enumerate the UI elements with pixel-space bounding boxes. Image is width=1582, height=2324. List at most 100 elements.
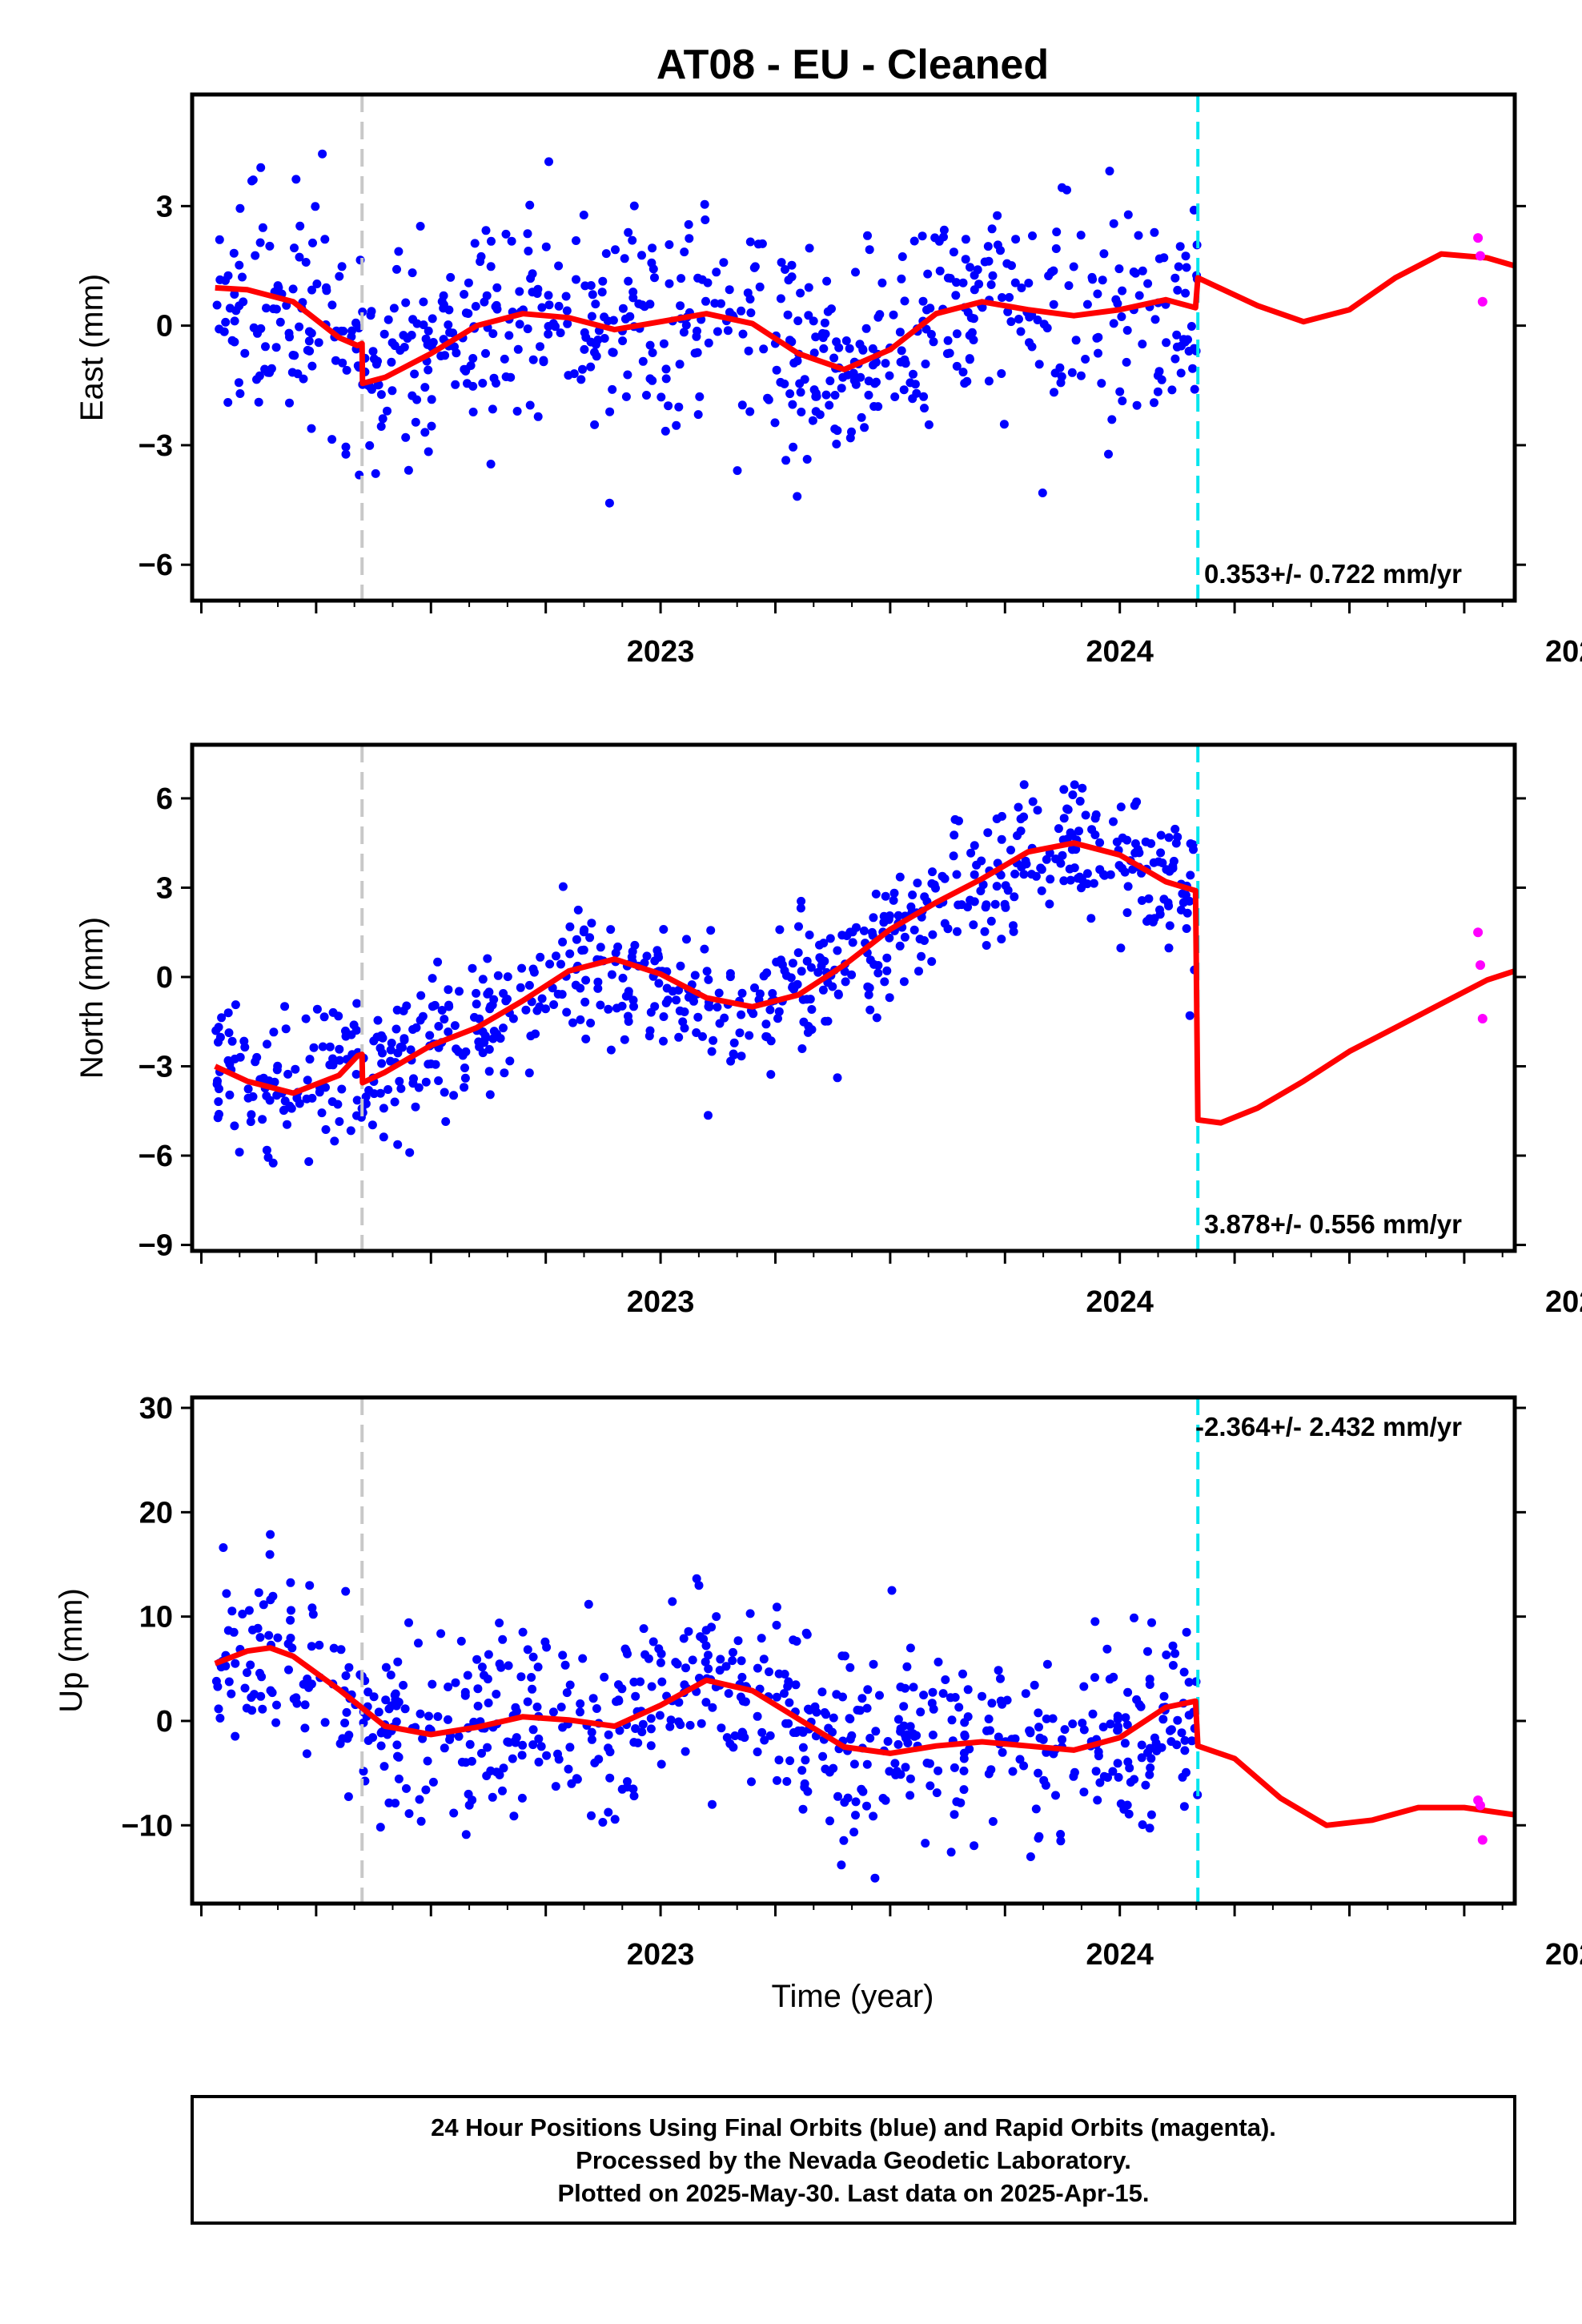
- final-orbit-point: [917, 951, 926, 961]
- final-orbit-point: [1036, 863, 1046, 873]
- final-orbit-point: [1103, 1773, 1112, 1782]
- final-orbit-point: [1138, 340, 1147, 349]
- final-orbit-point: [464, 278, 473, 287]
- final-orbit-point: [1184, 1711, 1194, 1720]
- final-orbit-point: [775, 925, 785, 935]
- final-orbit-point: [1028, 797, 1038, 806]
- final-orbit-point: [304, 327, 314, 336]
- final-orbit-point: [984, 256, 994, 266]
- final-orbit-point: [677, 274, 686, 283]
- final-orbit-point: [1159, 1691, 1169, 1701]
- final-orbit-point: [445, 328, 455, 337]
- final-orbit-point: [1148, 917, 1158, 927]
- final-orbit-point: [821, 1764, 830, 1774]
- final-orbit-point: [337, 1084, 347, 1094]
- final-orbit-point: [305, 1581, 315, 1590]
- final-orbit-point: [284, 328, 294, 338]
- final-orbit-point: [528, 355, 538, 364]
- final-orbit-point: [1086, 914, 1096, 923]
- final-orbit-point: [472, 988, 481, 998]
- final-orbit-point: [604, 1807, 613, 1817]
- final-orbit-point: [1098, 1723, 1108, 1731]
- final-orbit-point: [1069, 262, 1078, 271]
- final-orbit-point: [230, 290, 239, 299]
- final-orbit-point: [279, 1106, 288, 1116]
- final-orbit-point: [598, 276, 608, 286]
- final-orbit-point: [1154, 857, 1163, 866]
- final-orbit-point: [523, 229, 532, 239]
- final-orbit-point: [997, 369, 1006, 378]
- final-orbit-point: [1181, 288, 1191, 298]
- final-orbit-point: [623, 1777, 632, 1787]
- final-orbit-point: [624, 989, 633, 999]
- final-orbit-point: [240, 1683, 250, 1693]
- final-orbit-point: [411, 1102, 420, 1112]
- final-orbit-point: [455, 987, 464, 996]
- final-orbit-point: [484, 1650, 493, 1659]
- final-orbit-point: [680, 1023, 689, 1033]
- final-orbit-point: [966, 895, 975, 905]
- final-orbit-point: [517, 1793, 527, 1803]
- final-orbit-point: [454, 1731, 464, 1741]
- final-orbit-point: [693, 273, 703, 283]
- final-orbit-point: [889, 310, 898, 320]
- final-orbit-point: [230, 337, 239, 347]
- final-orbit-point: [774, 1007, 784, 1016]
- final-orbit-point: [427, 421, 436, 431]
- final-orbit-point: [620, 1644, 630, 1654]
- y-tick-label: −3: [139, 1051, 173, 1084]
- final-orbit-point: [533, 1663, 543, 1672]
- final-orbit-point: [280, 1002, 290, 1011]
- final-orbit-point: [878, 1794, 888, 1803]
- final-orbit-point: [709, 1035, 718, 1045]
- final-orbit-point: [399, 1680, 408, 1690]
- final-orbit-point: [809, 348, 819, 358]
- final-orbit-point: [1016, 826, 1026, 836]
- final-orbit-point: [909, 925, 919, 935]
- final-orbit-point: [735, 1028, 745, 1038]
- y-tick-label: 0: [156, 310, 173, 344]
- final-orbit-point: [516, 1672, 526, 1682]
- final-orbit-point: [782, 1777, 792, 1786]
- final-orbit-point: [807, 1005, 817, 1014]
- final-orbit-point: [229, 248, 239, 258]
- final-orbit-point: [1019, 780, 1029, 790]
- final-orbit-point: [390, 1097, 400, 1107]
- final-orbit-point: [504, 331, 514, 340]
- final-orbit-point: [1082, 300, 1092, 309]
- final-orbit-point: [986, 1726, 994, 1735]
- final-orbit-point: [928, 1731, 938, 1739]
- final-orbit-point: [864, 990, 873, 999]
- final-orbit-point: [656, 1658, 665, 1667]
- final-orbit-point: [870, 1873, 880, 1883]
- final-orbit-point: [921, 1839, 930, 1848]
- final-orbit-point: [480, 1671, 488, 1680]
- final-orbit-point: [1056, 1836, 1066, 1846]
- final-orbit-point: [303, 1076, 312, 1085]
- final-orbit-point: [1002, 1695, 1012, 1705]
- final-orbit-point: [1079, 1682, 1089, 1691]
- final-orbit-point: [796, 903, 805, 913]
- final-orbit-point: [812, 1707, 821, 1717]
- final-orbit-point: [1068, 845, 1077, 854]
- final-orbit-point: [1180, 1735, 1190, 1745]
- final-orbit-point: [235, 203, 245, 213]
- final-orbit-point: [608, 316, 618, 325]
- final-orbit-point: [421, 1077, 431, 1087]
- final-orbit-point: [618, 973, 628, 983]
- final-orbit-point: [1174, 262, 1183, 271]
- final-orbit-point: [1138, 1820, 1147, 1829]
- final-orbit-point: [405, 1148, 415, 1157]
- final-orbit-point: [1095, 838, 1105, 847]
- final-orbit-point: [1093, 1795, 1102, 1805]
- final-orbit-point: [801, 1755, 810, 1765]
- final-orbit-point: [495, 1618, 504, 1628]
- final-orbit-point: [865, 1005, 875, 1015]
- final-orbit-point: [873, 968, 883, 978]
- final-orbit-point: [692, 1028, 701, 1037]
- final-orbit-point: [524, 1068, 534, 1078]
- final-orbit-point: [430, 1000, 440, 1010]
- final-orbit-point: [1010, 1735, 1019, 1744]
- final-orbit-point: [768, 989, 777, 998]
- final-orbit-point: [949, 851, 958, 861]
